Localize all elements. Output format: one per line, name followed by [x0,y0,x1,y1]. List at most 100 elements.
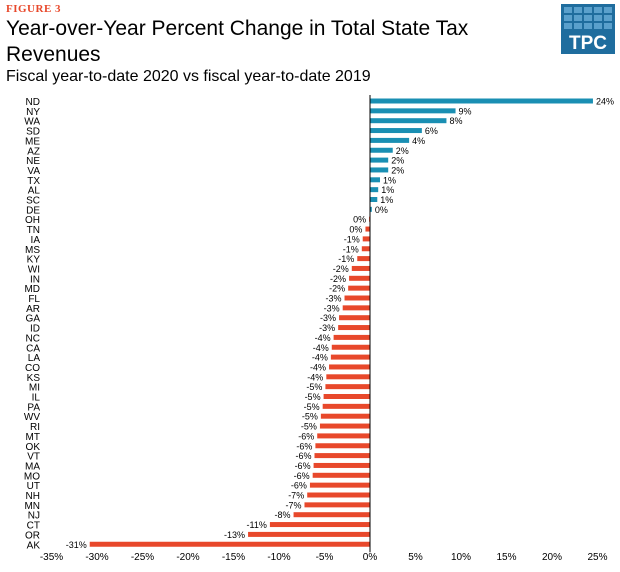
x-tick-label: 10% [451,552,471,563]
category-label-nh: NH [26,491,40,502]
x-tick-label: 25% [587,552,607,563]
category-label-ms: MS [25,245,40,256]
category-label-ma: MA [25,461,40,472]
category-label-pa: PA [27,402,40,413]
logo-grid-icon [564,7,612,29]
x-tick-label: 0% [363,552,378,563]
bar-me [370,137,410,143]
value-label-ne: 2% [391,156,404,166]
x-tick-label: -10% [267,552,290,563]
bar-ma [313,462,370,468]
value-label-ny: 9% [459,106,472,116]
category-label-va: VA [27,166,40,177]
value-label-va: 2% [391,165,404,175]
category-label-ia: IA [31,235,41,246]
bar-sc [370,197,378,202]
logo-grid-cell [604,15,612,21]
value-label-ok: -6% [296,441,312,451]
bar-wv [320,413,370,419]
value-label-mn: -7% [285,500,301,510]
bar-ky [357,256,370,262]
logo-grid-cell [564,15,572,21]
value-label-ga: -3% [320,313,336,323]
value-label-ct: -11% [247,520,267,530]
category-label-ok: OK [26,442,41,453]
value-label-nh: -7% [288,491,304,501]
logo-grid-cell [574,23,582,29]
bar-fl [344,295,370,301]
x-tick-label: -35% [40,552,63,563]
category-label-fl: FL [28,294,40,305]
category-label-de: DE [26,205,40,216]
x-tick-label: 15% [496,552,516,563]
bar-tn [365,226,370,232]
category-label-ky: KY [27,255,41,266]
category-label-mt: MT [26,432,40,443]
value-label-ak: -31% [66,540,87,550]
value-label-vt: -6% [295,451,311,461]
bar-ok [315,443,370,449]
chart-subtitle: Fiscal year-to-date 2020 vs fiscal year-… [6,68,371,85]
logo-grid-cell [574,7,582,13]
value-label-ri: -5% [301,422,317,432]
value-label-nj: -8% [275,510,291,520]
x-axis: -35% -30% -25% -20% -15% -10% -5% 0% 5% 10% 15% 20%… [40,95,608,563]
bars-group [89,98,593,547]
value-label-mt: -6% [298,431,314,441]
value-label-fl: -3% [326,294,342,304]
value-label-sc: 1% [380,195,393,205]
bar-ak [89,541,370,547]
bar-ri [319,423,370,429]
value-label-wa: 8% [449,116,462,126]
category-label-az: AZ [27,146,40,157]
bar-co [329,364,370,370]
category-label-mo: MO [24,471,40,482]
bar-ne [370,157,389,163]
value-label-tn: 0% [349,225,362,235]
category-label-wa: WA [24,117,40,128]
logo-grid-cell [594,15,602,21]
x-tick-label: -5% [316,552,334,563]
value-label-nc: -4% [315,333,331,343]
category-label-ca: CA [26,343,40,354]
bar-mi [325,384,370,390]
bar-in [349,275,370,281]
bar-ia [362,236,370,242]
value-label-tx: 1% [383,175,396,185]
value-label-ca: -4% [313,343,329,353]
category-label-nd: ND [26,97,40,108]
logo-grid-cell [594,23,602,29]
x-tick-label: 20% [542,552,562,563]
bar-al [370,187,379,193]
bar-id [338,325,370,331]
logo-grid-cell [564,7,572,13]
value-label-wv: -5% [302,412,318,422]
bar-mo [312,472,370,478]
tpc-logo-graphic: TPC [564,7,612,54]
bar-az [370,147,393,153]
bar-mn [304,502,370,508]
bar-ct [269,522,370,528]
value-label-ks: -4% [307,372,323,382]
bar-nc [333,334,370,340]
logo-grid-cell [604,23,612,29]
value-label-oh: 0% [353,215,366,225]
category-label-la: LA [28,353,41,364]
category-label-nj: NJ [28,511,40,522]
value-label-me: 4% [412,136,425,146]
value-label-il: -5% [305,392,321,402]
bar-nd [370,98,593,104]
bar-de [370,206,372,212]
category-label-sd: SD [26,127,40,138]
category-label-wv: WV [24,412,40,423]
value-label-de: 0% [375,205,388,215]
category-label-ny: NY [26,107,40,118]
x-tick-label: -25% [131,552,154,563]
tpc-logo: TPC [561,4,615,54]
value-label-ut: -6% [291,481,307,491]
bar-ny [370,108,456,114]
category-label-il: IL [32,393,41,404]
logo-grid-cell [574,15,582,21]
bar-la [330,354,370,360]
